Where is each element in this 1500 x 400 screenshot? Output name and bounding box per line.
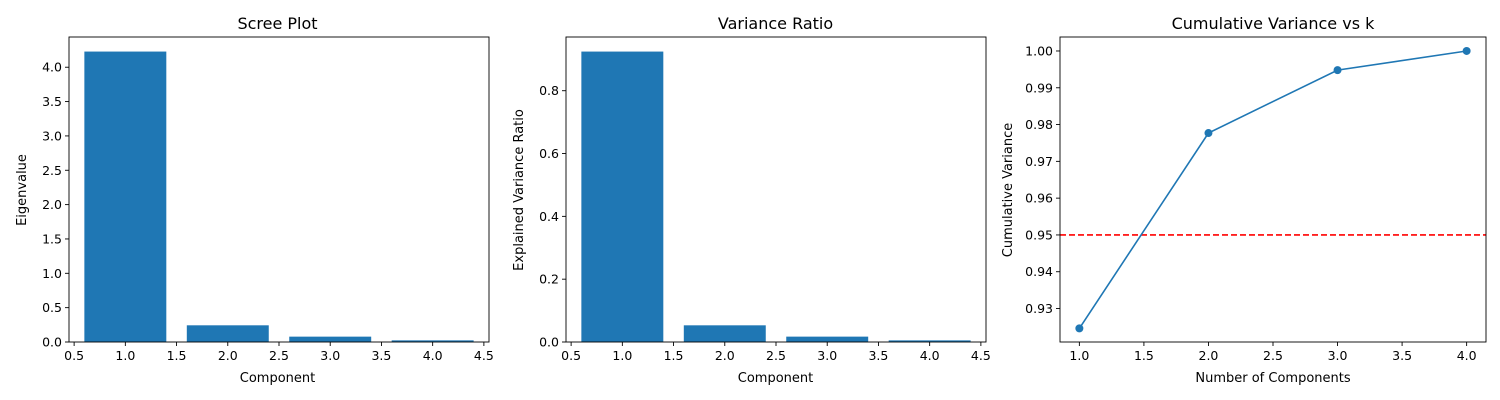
plot-area: 0.5 1.0 1.5 2.0 2.5 3.0 3.5 4.0 4.50.00.51.01.52… — [42, 36, 494, 363]
y-tick-label: 3.0 — [42, 128, 62, 143]
plot-area: 1.0 1.5 2.0 2.5 3.0 3.5 4.0 0.93 0.94 0.95 0.96 0.9… — [1025, 36, 1487, 363]
x-axis-label: Number of Components — [1195, 371, 1350, 386]
y-tick-label: 4.0 — [42, 60, 62, 75]
x-tick-label: 3.0 — [320, 348, 340, 363]
data-point — [1462, 46, 1471, 55]
x-tick-label: 1.0 — [612, 348, 632, 363]
x-tick-label: 0.5 — [64, 348, 84, 363]
bar — [581, 51, 664, 342]
y-tick-label: 0.99 — [1025, 80, 1053, 95]
x-tick-label: 2.5 — [269, 348, 289, 363]
bar — [786, 336, 869, 342]
data-point — [1333, 66, 1342, 75]
x-tick-label: 4.5 — [971, 348, 991, 363]
data-point — [1204, 129, 1213, 138]
x-tick-label: 0.5 — [561, 348, 581, 363]
x-tick-label: 3.5 — [371, 348, 391, 363]
y-tick-label: 0.0 — [42, 335, 62, 350]
y-tick-label: 0.95 — [1025, 227, 1053, 242]
y-tick-label: 0.93 — [1025, 301, 1053, 316]
y-axis-label: Explained Variance Ratio — [512, 109, 527, 271]
y-tick-label: 0.2 — [539, 272, 559, 287]
x-tick-label: 2.0 — [1199, 348, 1219, 363]
x-tick-label: 2.0 — [218, 348, 238, 363]
y-tick-label: 0.98 — [1025, 117, 1053, 132]
x-tick-label: 3.0 — [817, 348, 837, 363]
x-tick-label: 1.0 — [1069, 348, 1089, 363]
y-tick-label: 2.5 — [42, 163, 62, 178]
x-axis-label: Component — [240, 371, 315, 386]
y-tick-label: 0.94 — [1025, 264, 1053, 279]
bar — [683, 325, 766, 342]
bar — [289, 336, 372, 342]
chart-title: Scree Plot — [237, 14, 317, 33]
y-tick-label: 0.5 — [42, 300, 62, 315]
y-axis-label: Cumulative Variance — [1001, 123, 1016, 258]
y-tick-label: 3.5 — [42, 94, 62, 109]
variance-ratio-chart: Variance Ratio Component Explained Varia… — [512, 14, 991, 386]
bar — [888, 340, 971, 342]
y-tick-label: 1.0 — [42, 266, 62, 281]
x-axis-label: Component — [738, 371, 813, 386]
x-tick-label: 1.5 — [664, 348, 684, 363]
y-tick-label: 0.6 — [539, 146, 559, 161]
x-tick-label: 4.0 — [423, 348, 443, 363]
x-tick-label: 3.5 — [868, 348, 888, 363]
y-axis-label: Eigenvalue — [15, 154, 30, 226]
chart-title: Variance Ratio — [718, 14, 833, 33]
data-point — [1075, 324, 1084, 333]
x-tick-label: 4.0 — [1457, 348, 1477, 363]
scree-plot-chart: Scree Plot Component Eigenvalue 0.5 1.0 1.… — [15, 14, 494, 386]
x-tick-label: 1.5 — [1134, 348, 1154, 363]
y-tick-label: 2.0 — [42, 197, 62, 212]
x-tick-label: 4.0 — [920, 348, 940, 363]
y-tick-label: 1.00 — [1025, 43, 1053, 58]
series-line — [1078, 50, 1467, 329]
x-tick-label: 2.5 — [1263, 348, 1283, 363]
plot-area: 0.5 1.0 1.5 2.0 2.5 3.0 3.5 4.0 4.5 0.0 0.2 0.4 0.6 0… — [539, 36, 991, 363]
bar — [186, 325, 269, 342]
y-tick-label: 0.96 — [1025, 191, 1053, 206]
y-tick-label: 0.4 — [539, 209, 559, 224]
x-tick-label: 4.5 — [474, 348, 494, 363]
chart-title: Cumulative Variance vs k — [1172, 14, 1376, 33]
x-tick-label: 3.5 — [1392, 348, 1412, 363]
y-tick-label: 0.8 — [539, 83, 559, 98]
y-tick-label: 1.5 — [42, 231, 62, 246]
x-tick-label: 1.0 — [115, 348, 135, 363]
y-tick-label: 0.0 — [539, 335, 559, 350]
x-tick-label: 2.5 — [766, 348, 786, 363]
bar — [84, 51, 167, 343]
bar — [391, 340, 474, 342]
cumulative-variance-chart: Cumulative Variance vs k Number of Compo… — [1001, 14, 1487, 386]
x-tick-label: 1.5 — [167, 348, 187, 363]
x-tick-label: 3.0 — [1328, 348, 1348, 363]
y-tick-label: 0.97 — [1025, 154, 1053, 169]
x-tick-label: 2.0 — [715, 348, 735, 363]
